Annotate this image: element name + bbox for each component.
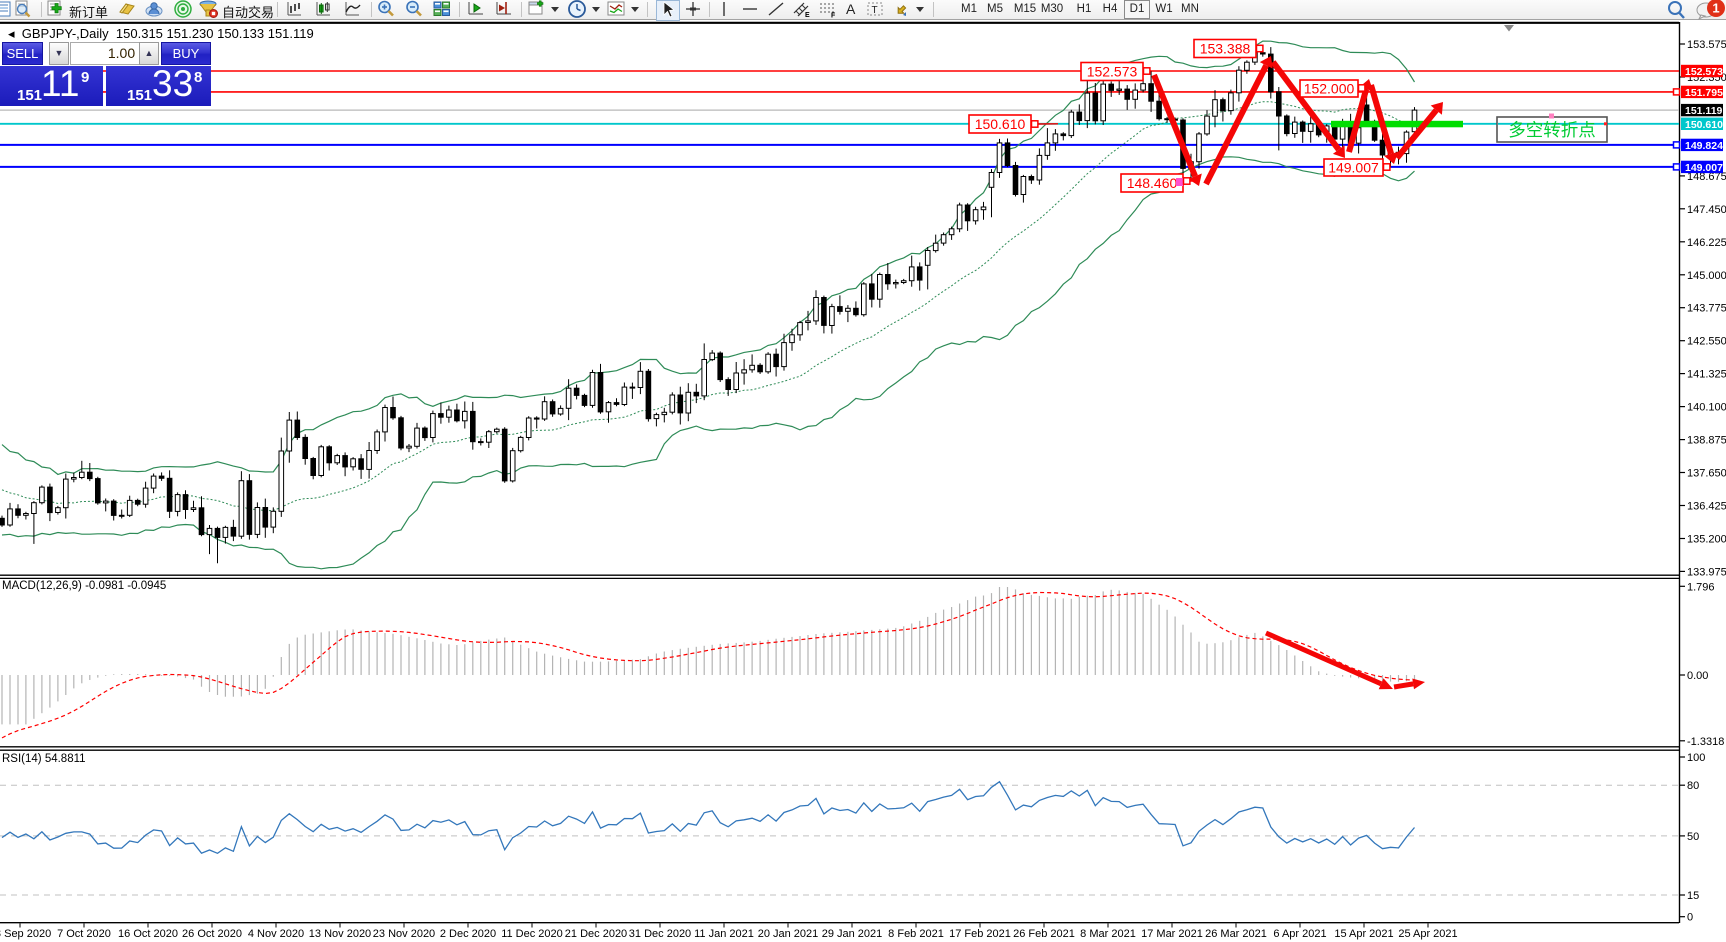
svg-text:26 Feb 2021: 26 Feb 2021 (1013, 928, 1075, 940)
svg-text:26 Mar 2021: 26 Mar 2021 (1205, 928, 1267, 940)
svg-text:23 Nov 2020: 23 Nov 2020 (373, 928, 435, 940)
svg-text:8 Mar 2021: 8 Mar 2021 (1080, 928, 1136, 940)
svg-text:150.610: 150.610 (975, 116, 1026, 132)
svg-text:17 Feb 2021: 17 Feb 2021 (949, 928, 1011, 940)
svg-text:2 Dec 2020: 2 Dec 2020 (440, 928, 496, 940)
svg-text:147.450: 147.450 (1687, 204, 1726, 216)
svg-text:153.575: 153.575 (1687, 39, 1726, 51)
svg-text:31 Dec 2020: 31 Dec 2020 (629, 928, 691, 940)
svg-text:149.007: 149.007 (1685, 162, 1723, 174)
svg-text:-1.3318: -1.3318 (1687, 736, 1724, 748)
svg-text:0.00: 0.00 (1687, 670, 1708, 682)
svg-text:149.007: 149.007 (1328, 160, 1379, 176)
svg-text:7 Oct 2020: 7 Oct 2020 (57, 928, 111, 940)
svg-text:140.100: 140.100 (1687, 402, 1726, 414)
svg-text:148.675: 148.675 (1687, 171, 1726, 183)
svg-text:4 Nov 2020: 4 Nov 2020 (248, 928, 304, 940)
svg-text:1: 1 (1712, 1, 1719, 16)
svg-text:8 Feb 2021: 8 Feb 2021 (888, 928, 944, 940)
svg-text:150.610: 150.610 (1685, 119, 1723, 131)
svg-text:151.119: 151.119 (1685, 105, 1723, 117)
svg-text:152.573: 152.573 (1087, 64, 1138, 80)
svg-text:50: 50 (1687, 831, 1699, 843)
svg-text:29 Jan 2021: 29 Jan 2021 (822, 928, 883, 940)
svg-text:142.550: 142.550 (1687, 336, 1726, 348)
svg-text:15: 15 (1687, 890, 1699, 902)
svg-text:80: 80 (1687, 780, 1699, 792)
svg-text:26 Oct 2020: 26 Oct 2020 (182, 928, 242, 940)
svg-text:133.975: 133.975 (1687, 566, 1726, 578)
svg-text:152.573: 152.573 (1685, 66, 1723, 78)
svg-text:15 Apr 2021: 15 Apr 2021 (1334, 928, 1393, 940)
svg-text:21 Dec 2020: 21 Dec 2020 (565, 928, 627, 940)
svg-text:146.225: 146.225 (1687, 237, 1726, 249)
svg-text:148.460: 148.460 (1127, 175, 1178, 191)
svg-text:138.875: 138.875 (1687, 435, 1726, 447)
svg-text:135.200: 135.200 (1687, 534, 1726, 546)
svg-text:152.000: 152.000 (1304, 81, 1355, 97)
svg-text:11 Jan 2021: 11 Jan 2021 (694, 928, 754, 940)
svg-text:T: T (872, 5, 878, 16)
svg-text:16 Oct 2020: 16 Oct 2020 (118, 928, 178, 940)
svg-text:137.650: 137.650 (1687, 468, 1726, 480)
svg-text:100: 100 (1687, 752, 1705, 764)
svg-text:143.775: 143.775 (1687, 303, 1726, 315)
svg-text:1.796: 1.796 (1687, 581, 1715, 593)
svg-text:11 Dec 2020: 11 Dec 2020 (501, 928, 563, 940)
svg-text:F: F (831, 13, 836, 19)
svg-text:141.325: 141.325 (1687, 369, 1726, 381)
svg-text:28 Sep 2020: 28 Sep 2020 (0, 928, 51, 940)
svg-text:151.795: 151.795 (1685, 87, 1723, 99)
svg-text:13 Nov 2020: 13 Nov 2020 (309, 928, 371, 940)
svg-text:E: E (805, 12, 810, 18)
svg-text:136.425: 136.425 (1687, 501, 1726, 513)
svg-text:145.000: 145.000 (1687, 270, 1726, 282)
svg-text:多空转折点: 多空转折点 (1508, 120, 1596, 140)
svg-text:149.824: 149.824 (1685, 140, 1723, 152)
svg-text:6 Apr 2021: 6 Apr 2021 (1273, 928, 1326, 940)
svg-text:17 Mar 2021: 17 Mar 2021 (1141, 928, 1203, 940)
svg-text:25 Apr 2021: 25 Apr 2021 (1398, 928, 1457, 940)
svg-text:0: 0 (1687, 912, 1693, 924)
svg-text:20 Jan 2021: 20 Jan 2021 (758, 928, 819, 940)
svg-text:153.388: 153.388 (1200, 41, 1251, 57)
